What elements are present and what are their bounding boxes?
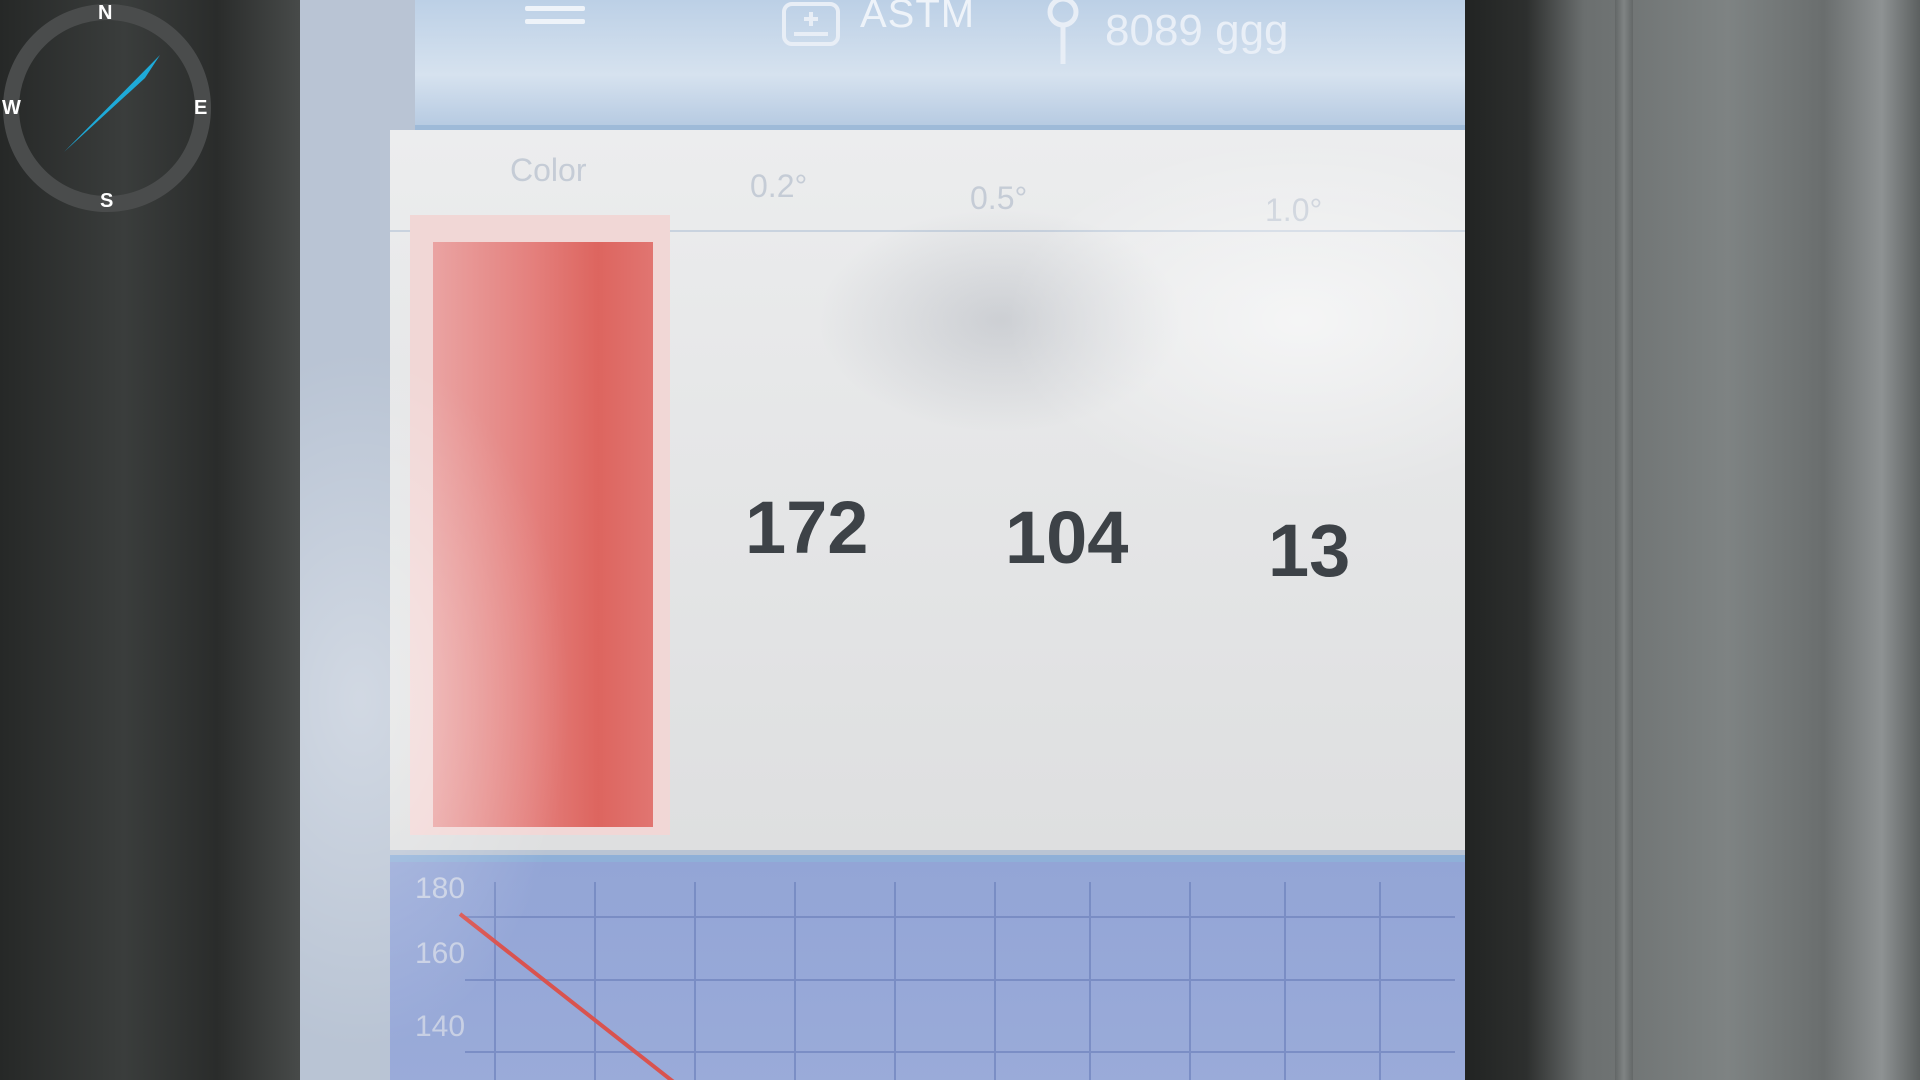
- hamburger-menu-icon[interactable]: [525, 6, 585, 36]
- trend-chart: 180 160 140: [390, 855, 1465, 1080]
- column-header-color: Color: [510, 152, 587, 188]
- device-icon[interactable]: [780, 0, 842, 50]
- standard-mode-label[interactable]: ASTM: [860, 0, 976, 36]
- value-0-2: 172: [745, 486, 869, 569]
- value-1-0: 13: [1268, 509, 1351, 592]
- device-id-label: 8089 ggg: [1105, 6, 1289, 55]
- app-bar: ASTM 8089 ggg: [415, 0, 1465, 131]
- readings-panel: Color 0.2° 0.5° 1.0° 172 104 13: [390, 130, 1465, 850]
- color-swatch: [433, 242, 653, 827]
- compass-west: W: [2, 97, 21, 119]
- pin-icon: [1047, 0, 1079, 64]
- compass-ring: [3, 4, 211, 212]
- compass-north: N: [98, 2, 113, 24]
- bezel-groove: [1615, 0, 1633, 1080]
- column-header-0-2: 0.2°: [750, 168, 808, 204]
- compass-widget: N S E W: [0, 0, 220, 220]
- trend-line: [458, 912, 675, 1080]
- y-tick-140: 140: [415, 1010, 466, 1043]
- chart-grid: [458, 882, 1455, 1080]
- compass-east: E: [194, 97, 208, 119]
- device-screen: ASTM 8089 ggg Color 0.2° 0.5° 1.0° 172 1…: [300, 0, 1465, 1080]
- compass-south: S: [100, 190, 114, 212]
- column-header-0-5: 0.5°: [970, 180, 1028, 216]
- y-tick-180: 180: [415, 872, 466, 905]
- y-tick-160: 160: [415, 937, 466, 970]
- device-bezel-right: [1440, 0, 1920, 1080]
- column-header-1-0: 1.0°: [1265, 192, 1323, 228]
- compass-needle-icon: [64, 55, 160, 152]
- value-0-5: 104: [1005, 496, 1129, 579]
